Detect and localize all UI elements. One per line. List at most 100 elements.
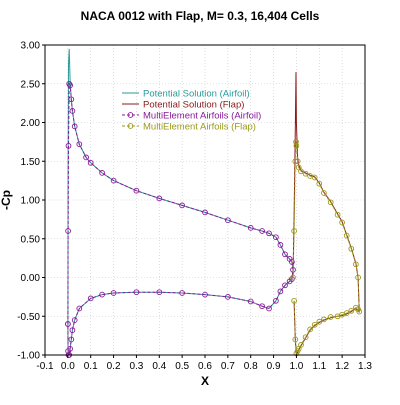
data-point: [343, 232, 350, 239]
data-point: [133, 187, 140, 194]
series-line: [67, 48, 294, 356]
series-3: [290, 139, 363, 357]
data-point: [71, 123, 78, 130]
legend-label: Potential Solution (Flap): [143, 100, 244, 111]
x-tick-label: 1.2: [335, 361, 349, 372]
legend-label: Potential Solution (Airfoil): [143, 89, 250, 100]
data-point: [293, 142, 300, 149]
y-tick-label: 3.00: [21, 41, 41, 52]
data-point: [76, 141, 83, 148]
data-point: [355, 274, 361, 281]
data-point: [277, 288, 284, 295]
data-point: [156, 195, 163, 202]
series-0: [67, 48, 294, 356]
legend-item: Potential Solution (Flap): [122, 100, 244, 111]
data-point: [348, 307, 355, 314]
legend-label: MultiElement Airfoils (Airfoil): [143, 111, 261, 122]
data-point: [292, 158, 299, 165]
x-tick-label: 0.1: [84, 361, 98, 372]
data-point: [321, 316, 327, 323]
legend-item: MultiElement Airfoils (Airfoil): [122, 111, 261, 122]
series-layer: [65, 48, 363, 358]
data-point: [339, 219, 345, 226]
data-point: [266, 230, 272, 237]
y-tick-label: -0.50: [17, 312, 40, 323]
data-point: [302, 170, 309, 177]
data-point: [327, 314, 334, 320]
data-point: [67, 82, 73, 89]
data-point: [65, 321, 71, 327]
x-tick-label: 1.1: [312, 361, 326, 372]
data-point: [277, 242, 284, 248]
y-tick-label: 1.50: [21, 157, 41, 168]
data-point: [334, 211, 341, 218]
data-point: [294, 158, 301, 165]
y-tick-label: 2.50: [21, 79, 41, 90]
legend-marker: [127, 123, 134, 129]
x-tick-label: 1.3: [358, 361, 372, 372]
data-point: [68, 336, 75, 343]
data-point: [266, 305, 272, 312]
data-point: [302, 334, 309, 341]
legend-marker: [127, 112, 134, 118]
data-point: [69, 327, 76, 334]
x-tick-label: 0.7: [221, 361, 235, 372]
data-point: [83, 154, 89, 161]
legend-item: MultiElement Airfoils (Flap): [122, 122, 256, 133]
data-point: [133, 289, 140, 296]
x-axis-label: X: [201, 374, 209, 388]
data-point: [65, 348, 71, 354]
data-point: [334, 313, 341, 320]
grid-layer: [45, 45, 365, 355]
data-point: [311, 174, 318, 181]
data-point: [87, 295, 94, 302]
x-tick-label: 0.0: [61, 361, 75, 372]
x-tick-label: 0.5: [175, 361, 189, 372]
data-point: [327, 199, 334, 206]
data-point: [282, 282, 288, 289]
data-point: [259, 228, 265, 234]
data-point: [156, 289, 163, 296]
data-point: [225, 294, 231, 300]
data-point: [353, 261, 359, 268]
data-point: [179, 202, 185, 209]
data-point: [202, 291, 208, 298]
data-point: [316, 180, 323, 187]
data-point: [298, 168, 304, 175]
data-point: [247, 298, 254, 305]
data-point: [110, 177, 117, 184]
data-point: [316, 318, 323, 325]
data-point: [353, 304, 359, 311]
data-point: [290, 274, 296, 281]
data-point: [71, 317, 78, 323]
data-point: [179, 290, 185, 296]
data-point: [311, 321, 318, 328]
data-point: [321, 190, 327, 196]
data-point: [87, 159, 94, 166]
y-tick-label: 2.00: [21, 118, 41, 129]
data-point: [286, 278, 293, 285]
data-point: [259, 303, 265, 310]
data-point: [110, 290, 117, 296]
data-point: [307, 326, 313, 333]
data-point: [99, 291, 105, 298]
data-point: [202, 209, 208, 216]
data-point: [225, 217, 231, 224]
legend-item: Potential Solution (Airfoil): [122, 89, 250, 100]
x-tick-label: -0.1: [36, 361, 54, 372]
y-tick-label: -1.00: [17, 351, 40, 362]
data-point: [273, 297, 279, 304]
data-point: [65, 228, 71, 234]
series-line: [292, 141, 360, 356]
x-tick-label: 0.3: [129, 361, 143, 372]
x-tick-label: 0.2: [107, 361, 121, 372]
y-tick-label: 1.00: [21, 196, 41, 207]
data-point: [291, 228, 297, 234]
x-tick-label: 0.6: [198, 361, 212, 372]
data-point: [99, 170, 105, 176]
data-point: [247, 225, 254, 231]
x-tick-label: 0.8: [244, 361, 258, 372]
series-2: [65, 80, 296, 358]
